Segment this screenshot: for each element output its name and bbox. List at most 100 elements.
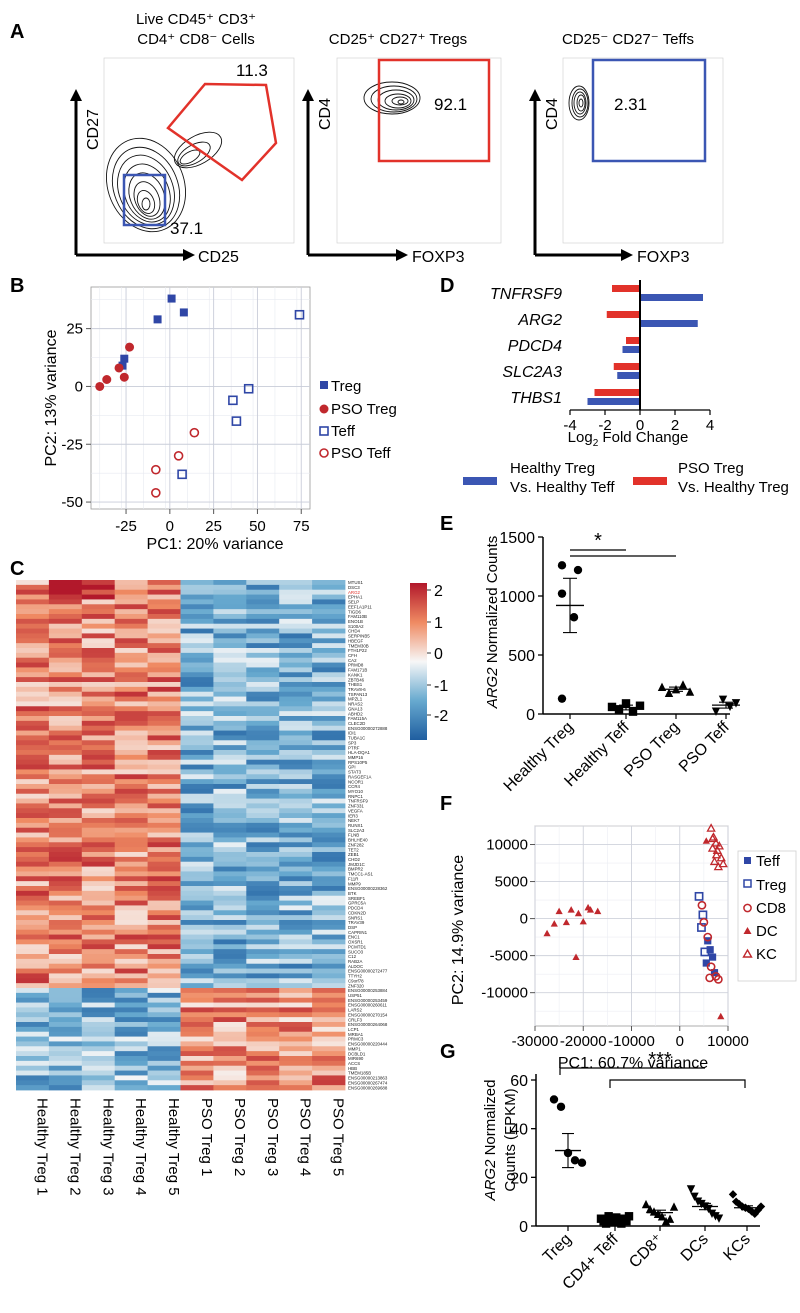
heatmap-cell bbox=[246, 827, 280, 833]
heatmap-cell bbox=[213, 852, 247, 858]
heatmap-cell bbox=[312, 643, 346, 649]
heatmap-cell bbox=[213, 861, 247, 867]
dot-e-point bbox=[718, 695, 728, 705]
heatmap-cell bbox=[48, 803, 83, 809]
pca-f-point bbox=[702, 959, 710, 967]
heatmap-cell bbox=[213, 1080, 247, 1086]
dot-e-point bbox=[573, 565, 583, 575]
heatmap-cell bbox=[114, 876, 148, 882]
legend-b-teff-marker bbox=[319, 426, 329, 436]
heatmap-cell bbox=[180, 895, 214, 901]
dot-e-significance: * bbox=[570, 530, 676, 557]
pca-f-point bbox=[716, 852, 726, 862]
heatmap-cell bbox=[312, 754, 346, 761]
heatmap-cell bbox=[180, 915, 214, 921]
heatmap-cell bbox=[48, 730, 83, 736]
heatmap-gene-label: TTYH2 bbox=[348, 974, 362, 979]
heatmap-cell bbox=[16, 1051, 50, 1057]
heatmap-cell bbox=[279, 604, 313, 610]
heatmap-cell bbox=[147, 682, 181, 688]
heatmap-cell bbox=[81, 672, 116, 678]
heatmap-cell bbox=[213, 915, 247, 921]
pca-f-y-tick-label: -5000 bbox=[490, 948, 528, 965]
heatmap-cell bbox=[114, 871, 148, 877]
heatmap-cell bbox=[279, 1022, 313, 1028]
heatmap-cell bbox=[81, 735, 116, 741]
heatmap-cell bbox=[312, 939, 346, 945]
heatmap-cell bbox=[279, 934, 313, 940]
heatmap-cell bbox=[147, 706, 181, 712]
heatmap-cell bbox=[213, 1007, 247, 1013]
heatmap-cell bbox=[16, 1012, 50, 1018]
heatmap-cell bbox=[147, 774, 181, 780]
legend-f-kc-marker bbox=[742, 948, 753, 958]
heatmap-cell bbox=[147, 788, 181, 795]
panel-letter-b: B bbox=[10, 275, 24, 297]
heatmap-cell bbox=[279, 1031, 313, 1037]
heatmap-cell bbox=[48, 754, 83, 761]
heatmap-cell bbox=[213, 628, 247, 634]
heatmap-cell bbox=[180, 968, 214, 974]
heatmap-cell bbox=[213, 1070, 247, 1076]
dot-g-point bbox=[735, 1199, 744, 1209]
heatmap-gene-label: RPS10P5 bbox=[348, 760, 368, 765]
heatmap-cell bbox=[213, 920, 247, 926]
dot-g-point bbox=[693, 1197, 703, 1206]
pca-f-x-tick-label: -30000 bbox=[512, 1033, 559, 1050]
bar-d-healthy bbox=[640, 320, 698, 327]
heatmap-cell bbox=[213, 803, 247, 809]
dot-g-point bbox=[570, 1156, 580, 1165]
dot-g-points bbox=[549, 1095, 766, 1228]
heatmap-cell bbox=[147, 963, 181, 969]
heatmap-cell bbox=[48, 954, 83, 960]
heatmap-cell bbox=[147, 813, 181, 819]
heatmap-cell bbox=[246, 798, 280, 804]
heatmap-cell bbox=[114, 662, 148, 668]
heatmap-cell bbox=[16, 711, 50, 717]
pca-f-point bbox=[562, 918, 570, 926]
heatmap-cell bbox=[16, 686, 50, 693]
heatmap-cell bbox=[147, 716, 181, 722]
heatmap-cell bbox=[16, 890, 50, 897]
heatmap-gene-label: C12 bbox=[348, 954, 357, 959]
heatmap-cell bbox=[246, 750, 280, 756]
heatmap-cell bbox=[48, 725, 83, 731]
heatmap-gene-label: PCMTD1 bbox=[348, 944, 367, 949]
bar-d-category-label: ARG2 bbox=[517, 312, 562, 329]
heatmap-cell bbox=[213, 973, 247, 979]
heatmap-cell bbox=[16, 784, 50, 790]
heatmap-cell bbox=[213, 808, 247, 814]
heatmap-cell bbox=[246, 992, 280, 999]
heatmap-cell bbox=[114, 745, 148, 751]
heatmap-cell bbox=[312, 958, 346, 965]
heatmap-cell bbox=[180, 1056, 214, 1062]
heatmap-cell bbox=[180, 1012, 214, 1018]
heatmap-cell bbox=[246, 667, 280, 673]
dot-g-point bbox=[577, 1158, 587, 1167]
pca-b-point bbox=[189, 427, 200, 438]
heatmap-cell bbox=[147, 580, 181, 586]
heatmap-cell bbox=[246, 779, 280, 785]
heatmap-cell bbox=[213, 604, 247, 610]
heatmap-cell bbox=[147, 1036, 181, 1042]
bar-d-pso bbox=[606, 311, 640, 318]
heatmap-cell bbox=[48, 1056, 83, 1062]
heatmap-cell bbox=[279, 861, 313, 867]
pca-f-y-tick-label: 5000 bbox=[495, 874, 528, 891]
heatmap-cell bbox=[180, 861, 214, 867]
flow3-gate-blue-value: 2.31 bbox=[614, 95, 647, 114]
heatmap-cell bbox=[180, 682, 214, 688]
heatmap-cell bbox=[147, 1070, 181, 1076]
heatmap-cell bbox=[246, 997, 280, 1003]
flow2-gate-red bbox=[377, 58, 491, 163]
heatmap-cell bbox=[279, 837, 313, 843]
bar-d-categories: TNFRSF9 ARG2 PDCD4 SLC2A3 THBS1 bbox=[490, 286, 562, 407]
heatmap-cell bbox=[81, 643, 116, 649]
legend-b-psotreg-marker bbox=[319, 404, 329, 414]
heatmap-cell bbox=[16, 915, 50, 921]
heatmap-cell bbox=[16, 618, 50, 625]
heatmap-cell bbox=[246, 1007, 280, 1013]
